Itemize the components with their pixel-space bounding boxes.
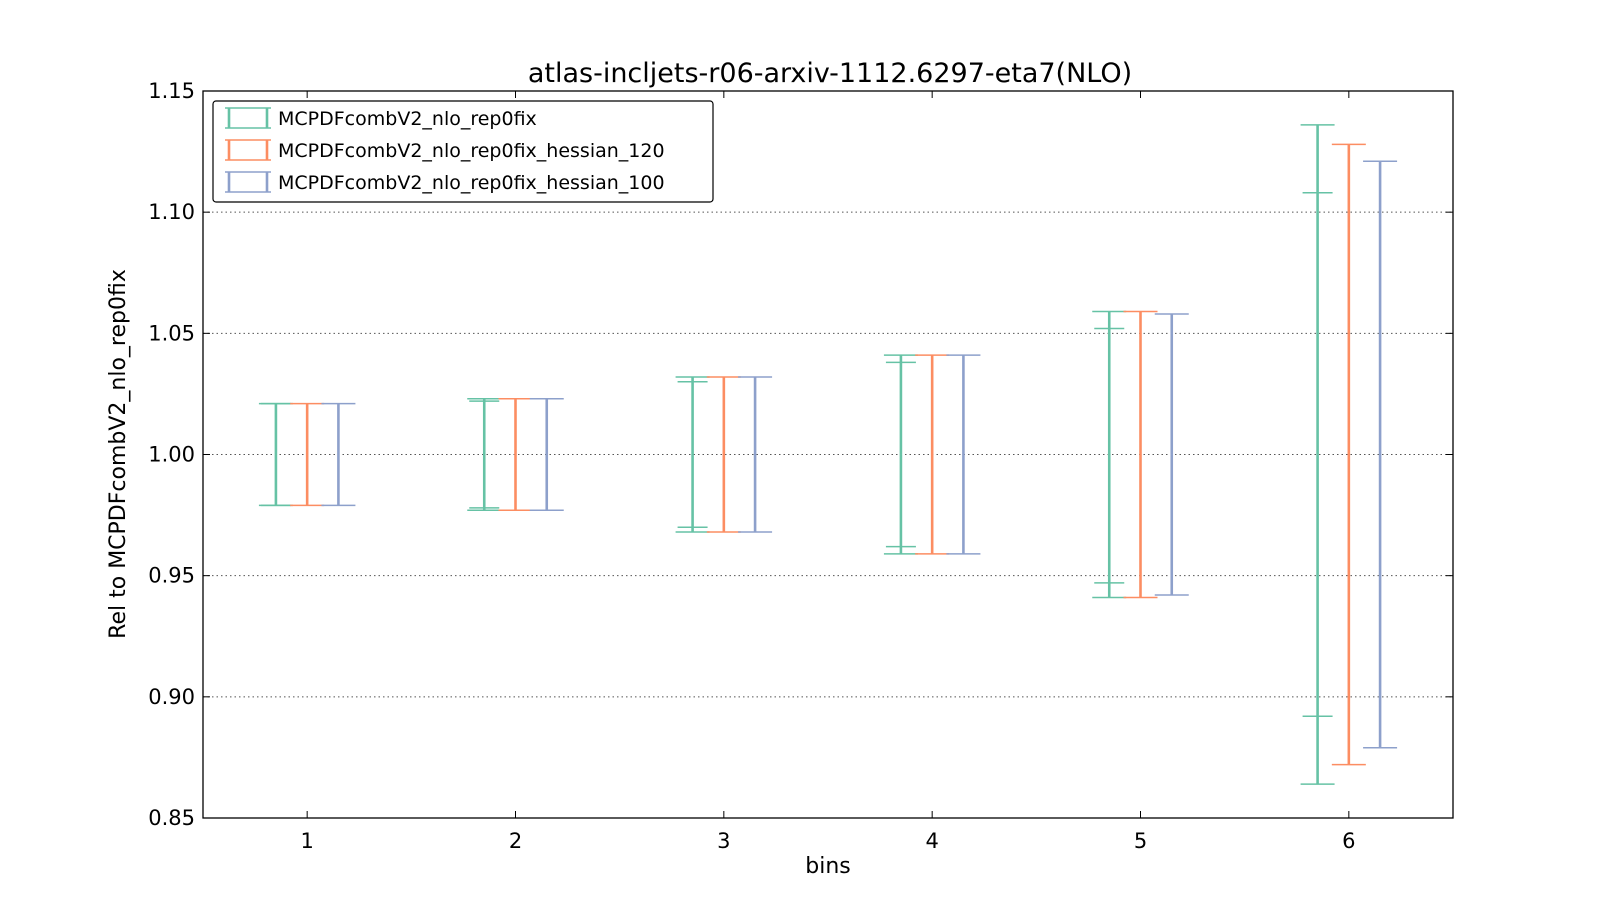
series-2 — [290, 143, 1366, 766]
y-tick-label: 1.15 — [148, 79, 195, 103]
y-tick-label: 0.90 — [148, 685, 195, 709]
legend-box — [212, 100, 714, 203]
x-tick-label: 4 — [925, 829, 938, 853]
y-tick-label: 1.05 — [148, 321, 195, 345]
legend-item: MCPDFcombV2_nlo_rep0fix_hessian_100 — [225, 171, 665, 194]
series-3 — [321, 160, 1398, 749]
y-tick-label: 0.95 — [148, 564, 195, 588]
x-axis-label: bins — [805, 854, 850, 879]
error-bars — [258, 124, 1398, 785]
x-tick-label: 5 — [1134, 829, 1147, 853]
chart-title: atlas-incljets-r06-arxiv-1112.6297-eta7(… — [528, 58, 1132, 89]
x-tick-label: 2 — [509, 829, 522, 853]
x-tick-label: 6 — [1342, 829, 1355, 853]
x-tick-label: 1 — [300, 829, 313, 853]
y-tick-label: 0.85 — [148, 806, 195, 830]
legend-item: MCPDFcombV2_nlo_rep0fix — [225, 107, 537, 130]
legend-label: MCPDFcombV2_nlo_rep0fix_hessian_100 — [278, 172, 665, 194]
series-1 — [258, 124, 1335, 785]
x-tick-label: 3 — [717, 829, 730, 853]
y-tick-label: 1.00 — [148, 443, 195, 467]
legend: MCPDFcombV2_nlo_rep0fix MCPDFcombV2_nlo_r… — [212, 100, 714, 203]
axis-ticks: 0.85 0.90 0.95 1.00 1.05 1.10 1.15 1 2 3 4 5 6 — [148, 79, 1453, 853]
legend-label: MCPDFcombV2_nlo_rep0fix — [278, 108, 537, 130]
y-tick-label: 1.10 — [148, 200, 195, 224]
y-axis-label: Rel to MCPDFcombV2_nlo_rep0fix — [106, 269, 131, 639]
gridlines — [203, 211, 1453, 698]
legend-label: MCPDFcombV2_nlo_rep0fix_hessian_120 — [278, 140, 665, 162]
legend-item: MCPDFcombV2_nlo_rep0fix_hessian_120 — [225, 139, 665, 162]
